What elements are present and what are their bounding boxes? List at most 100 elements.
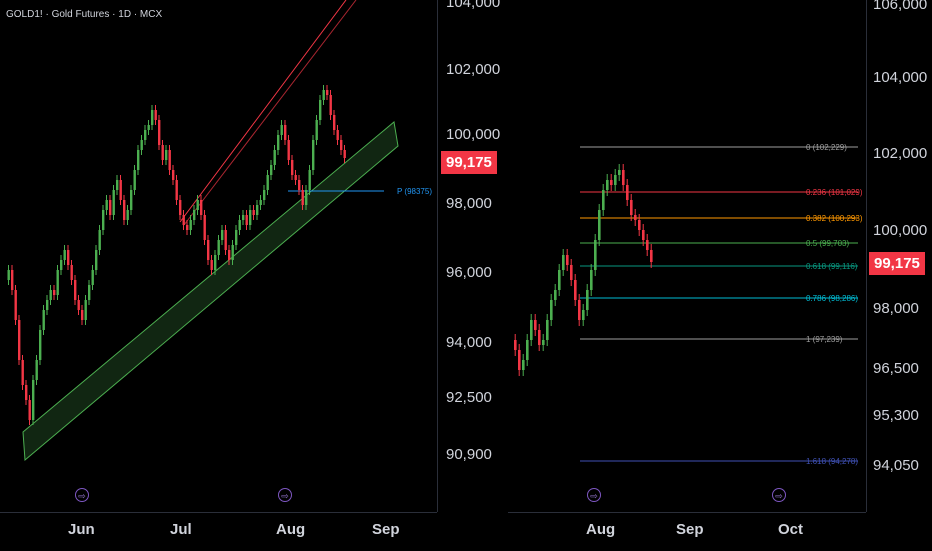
- candle-body: [542, 340, 545, 345]
- price-tick: 98,000: [873, 300, 919, 317]
- current-price-tag: 99,175: [869, 252, 925, 275]
- candle-body: [322, 90, 325, 100]
- candle-body: [570, 265, 573, 280]
- candle-body: [217, 240, 220, 255]
- candle-body: [32, 380, 35, 420]
- candle-body: [98, 230, 101, 250]
- candle-body: [49, 290, 52, 300]
- candle-body: [315, 120, 318, 140]
- candle-body: [214, 255, 217, 270]
- candle-body: [25, 385, 28, 400]
- candle-body: [333, 115, 336, 130]
- fib-level-label: 1.618 (94,278): [806, 457, 858, 466]
- time-tick: Sep: [372, 521, 400, 538]
- candle-body: [558, 270, 561, 290]
- fib-level-label: 0.236 (101,029): [806, 188, 863, 197]
- right-price-axis[interactable]: 106,000 104,000 102,000 100,000 98,000 9…: [866, 0, 932, 512]
- candle-body: [123, 200, 126, 220]
- candle-body: [221, 230, 224, 240]
- candle-body: [578, 300, 581, 320]
- candle-body: [287, 140, 290, 160]
- candle-body: [319, 100, 322, 120]
- candle-body: [634, 215, 637, 220]
- candle-body: [147, 125, 150, 130]
- candle-body: [622, 170, 625, 185]
- candle-body: [56, 270, 59, 295]
- left-chart-pane[interactable]: P (98375) GOLD1! · Gold Futures · 1D · M…: [0, 0, 437, 512]
- time-tick: Jun: [68, 521, 95, 538]
- candle-body: [582, 310, 585, 320]
- candle-body: [91, 270, 94, 285]
- replay-arrow-icon[interactable]: ⇨: [75, 488, 89, 502]
- candle-body: [196, 200, 199, 210]
- candle-body: [158, 120, 161, 145]
- candle-body: [11, 270, 14, 290]
- candle-body: [238, 220, 241, 230]
- candle-body: [594, 240, 597, 270]
- candle-body: [280, 125, 283, 135]
- candle-body: [228, 250, 231, 260]
- candle-body: [193, 210, 196, 220]
- candle-body: [200, 200, 203, 215]
- candle-body: [308, 170, 311, 190]
- fib-level-label: 0.382 (100,293): [806, 214, 863, 223]
- candle-body: [252, 210, 255, 215]
- candle-body: [518, 350, 521, 370]
- price-tick: 94,000: [446, 334, 492, 351]
- candle-body: [165, 150, 168, 160]
- price-tick: 104,000: [446, 0, 501, 11]
- candle-body: [277, 135, 280, 150]
- candle-body: [144, 130, 147, 140]
- candle-body: [546, 320, 549, 340]
- fib-level-label: 0.786 (98,286): [806, 294, 858, 303]
- left-time-axis[interactable]: Jun Jul Aug Sep: [0, 512, 437, 551]
- candle-body: [168, 150, 171, 170]
- candle-body: [642, 230, 645, 240]
- candle-body: [81, 310, 84, 320]
- candle-body: [618, 170, 621, 175]
- fib-level-label: 0.5 (99,703): [806, 239, 849, 248]
- candle-body: [46, 300, 49, 310]
- candle-body: [84, 300, 87, 320]
- candle-body: [554, 290, 557, 300]
- candle-body: [179, 200, 182, 215]
- price-tick: 102,000: [446, 61, 501, 78]
- replay-arrow-icon[interactable]: ⇨: [772, 488, 786, 502]
- fib-level-label: 0 (102,229): [806, 143, 847, 152]
- candle-body: [259, 200, 262, 205]
- candle-body: [522, 360, 525, 370]
- candle-body: [189, 220, 192, 230]
- candle-body: [105, 200, 108, 210]
- price-tick: 104,000: [873, 69, 928, 86]
- price-tick: 96,000: [446, 264, 492, 281]
- candle-body: [305, 190, 308, 205]
- candle-body: [266, 175, 269, 190]
- candle-body: [95, 250, 98, 270]
- candle-body: [326, 90, 329, 95]
- horizontal-level-label: P (98375): [397, 187, 432, 196]
- left-price-axis[interactable]: 104,000 102,000 100,000 98,000 96,000 94…: [437, 0, 509, 512]
- candle-body: [270, 165, 273, 175]
- candle-body: [562, 255, 565, 270]
- price-tick: 92,500: [446, 389, 492, 406]
- candle-body: [207, 240, 210, 260]
- fib-level-label: 0.618 (99,116): [806, 262, 858, 271]
- replay-arrow-icon[interactable]: ⇨: [278, 488, 292, 502]
- candle-body: [133, 170, 136, 190]
- candle-body: [161, 145, 164, 160]
- right-time-axis[interactable]: Aug Sep Oct: [508, 512, 866, 551]
- right-chart-pane[interactable]: 0 (102,229) 0.236 (101,029) 0.382 (100,293…: [508, 0, 866, 512]
- price-tick: 100,000: [873, 222, 928, 239]
- candle-body: [18, 320, 21, 360]
- right-chart-canvas[interactable]: 0 (102,229) 0.236 (101,029) 0.382 (100,293…: [508, 0, 866, 512]
- candle-body: [602, 190, 605, 210]
- candle-body: [650, 250, 653, 262]
- candle-body: [298, 180, 301, 190]
- price-tick: 102,000: [873, 145, 928, 162]
- candle-body: [574, 280, 577, 300]
- candle-body: [224, 230, 227, 250]
- replay-arrow-icon[interactable]: ⇨: [587, 488, 601, 502]
- left-chart-canvas[interactable]: P (98375): [0, 0, 437, 512]
- trend-line: [179, 0, 347, 223]
- candle-body: [63, 250, 66, 260]
